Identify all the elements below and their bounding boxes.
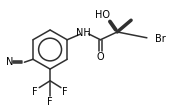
Text: Br: Br [155, 34, 166, 44]
Text: NH: NH [76, 28, 91, 38]
Text: F: F [32, 87, 38, 97]
Text: F: F [47, 97, 53, 107]
Text: F: F [62, 87, 68, 97]
Text: O: O [97, 52, 104, 62]
Text: HO: HO [95, 10, 110, 20]
Text: N: N [6, 57, 13, 67]
